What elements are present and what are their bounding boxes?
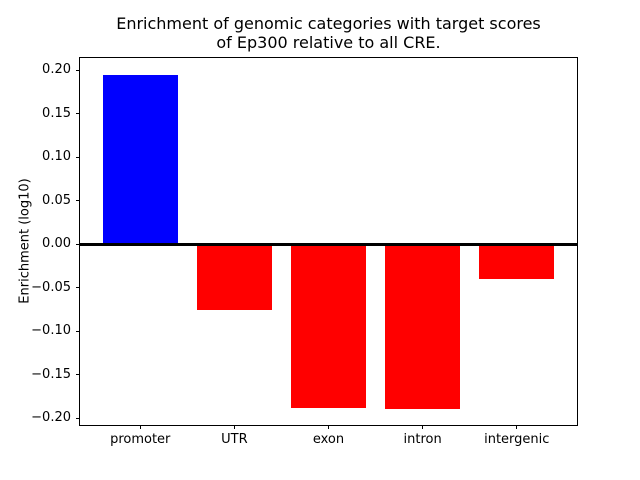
- y-tick-mark: [76, 287, 80, 289]
- x-tick-label: intergenic: [484, 432, 550, 447]
- zero-line: [80, 242, 577, 246]
- x-tick-mark: [328, 425, 329, 429]
- x-tick-label: promoter: [110, 432, 171, 447]
- x-tick-mark: [516, 425, 518, 429]
- y-tick-label: 0.15: [42, 105, 71, 121]
- x-tick-label: intron: [403, 432, 442, 447]
- bar-intergenic: [479, 244, 555, 279]
- y-tick-mark: [76, 330, 80, 332]
- bar-exon: [290, 244, 367, 409]
- y-tick-label: 0.20: [42, 62, 71, 78]
- y-tick-mark: [76, 69, 80, 71]
- y-tick-mark: [76, 200, 80, 202]
- y-tick-mark: [76, 156, 80, 158]
- y-tick-mark: [76, 417, 80, 419]
- bar-intron: [384, 244, 461, 410]
- y-tick-label: −0.10: [31, 323, 71, 339]
- y-tick-label: −0.20: [31, 410, 71, 426]
- y-tick-label: 0.10: [42, 149, 71, 165]
- y-tick-mark: [76, 113, 80, 115]
- y-tick-label: −0.15: [31, 366, 71, 382]
- y-tick-label: 0.00: [42, 236, 71, 252]
- bar-promoter: [102, 74, 178, 245]
- x-tick-label: UTR: [221, 432, 248, 447]
- x-tick-mark: [422, 425, 424, 429]
- y-tick-label: 0.05: [42, 192, 71, 208]
- x-tick-mark: [139, 425, 141, 429]
- x-tick-mark: [233, 425, 235, 429]
- bar-UTR: [196, 244, 273, 311]
- y-tick-label: −0.05: [31, 279, 71, 295]
- x-tick-label: exon: [312, 432, 345, 447]
- chart-title: Enrichment of genomic categories with ta…: [116, 14, 541, 52]
- y-tick-mark: [76, 243, 80, 245]
- y-tick-mark: [76, 374, 80, 376]
